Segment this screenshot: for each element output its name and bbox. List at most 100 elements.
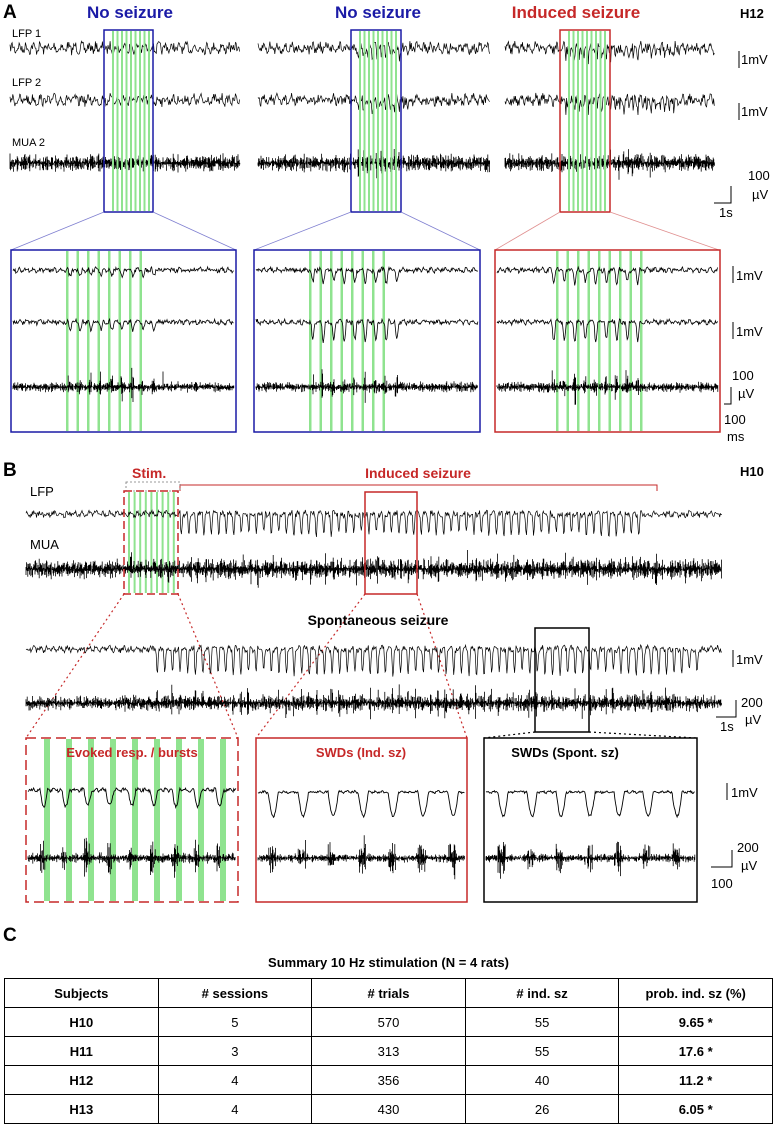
connector	[10, 211, 105, 251]
stim-band	[97, 251, 100, 431]
stim-band	[586, 31, 588, 211]
scale-uv-value-az: 100	[732, 368, 754, 383]
stim-band	[568, 31, 570, 211]
table-row: H13 4 430 26 6.05 *	[4, 1094, 773, 1124]
stim-band	[590, 31, 593, 211]
zoom-panel-b3	[483, 737, 698, 903]
lfp1-trace	[9, 40, 240, 56]
scale-uv-value-a: 100	[748, 168, 770, 183]
stim-band	[154, 739, 160, 901]
trials-cell: 430	[311, 1094, 466, 1124]
stim-band	[118, 251, 121, 431]
scale-mv-az2: 1mV	[736, 324, 763, 339]
stim-band	[372, 31, 375, 211]
sessions-cell: 4	[157, 1065, 313, 1095]
stim-band	[116, 31, 119, 211]
lfp1-zoom-trace	[255, 265, 479, 285]
panel-c-label: C	[3, 925, 17, 946]
lfp2-zoom-trace	[12, 317, 234, 333]
stim-band	[112, 31, 114, 211]
stim-band	[598, 251, 601, 431]
subject-label-a: H12	[740, 6, 764, 21]
lfp1-zoom-trace	[496, 265, 718, 286]
scale-bar-time	[714, 186, 732, 204]
scale-time-b: 1s	[720, 719, 734, 734]
connector	[152, 211, 237, 251]
zoom-title-b3: SWDs (Spont. sz)	[511, 745, 619, 760]
stim-band	[198, 739, 204, 901]
panel-a-traces	[9, 40, 715, 180]
stim-box	[123, 490, 179, 595]
panel-b-label: B	[3, 460, 17, 481]
zoom-panel-a1	[10, 249, 237, 433]
mua2-trace	[504, 149, 715, 180]
stim-bands-b	[128, 492, 175, 593]
stim-band	[139, 31, 141, 211]
spont-swd-mua-trace	[485, 841, 696, 879]
connector	[25, 593, 125, 739]
mua2-trace	[9, 153, 241, 173]
stim-band	[566, 251, 569, 431]
lfp2-zoom-trace	[496, 317, 718, 343]
evoked-lfp-trace	[27, 786, 237, 810]
stim-band	[76, 251, 79, 431]
trials-cell: 356	[311, 1065, 466, 1095]
spont-mua-trace	[25, 684, 722, 720]
lfp1-zoom-trace	[12, 265, 234, 279]
stim-band	[381, 31, 384, 211]
mua-trace	[25, 550, 722, 588]
stim-band	[144, 492, 147, 593]
table-row: H12 4 356 40 11.2 *	[4, 1065, 773, 1095]
stim-band	[377, 31, 379, 211]
stim-band	[604, 31, 606, 211]
lfp2-zoom-trace	[255, 317, 479, 344]
stim-band	[395, 31, 397, 211]
connector	[588, 731, 698, 739]
scale-uv-unit-b: µV	[745, 712, 761, 727]
prob-cell: 6.05 *	[618, 1094, 773, 1124]
connector	[416, 593, 468, 739]
ind-sz-box	[364, 491, 418, 595]
stim-band	[351, 251, 354, 431]
stim-band	[309, 251, 312, 431]
stim-band	[172, 492, 175, 593]
subject-label-b: H10	[740, 464, 764, 479]
stim-band	[108, 251, 111, 431]
zoom-box-a1	[103, 29, 154, 213]
stim-bands-zoom-b	[44, 739, 226, 901]
scale-uv-unit-az: µV	[738, 386, 754, 401]
ind-swd-mua-trace	[257, 835, 465, 880]
stim-band	[599, 31, 602, 211]
zoom-title-b1: Evoked resp. / bursts	[66, 745, 198, 760]
connector	[483, 731, 536, 739]
col-header: Subjects	[4, 978, 159, 1008]
spont-swd-lfp-trace	[485, 789, 695, 819]
trace-label-lfp2: LFP 2	[12, 77, 41, 89]
subject-cell: H12	[4, 1065, 159, 1095]
induced-bracket	[179, 484, 658, 491]
col-header: # ind. sz	[464, 978, 620, 1008]
scale-bar-time	[716, 700, 737, 718]
stim-band	[139, 251, 142, 431]
stim-label: Stim.	[132, 465, 166, 481]
connector	[494, 211, 561, 251]
stim-band	[340, 251, 343, 431]
zoom-scale-time-b: 100	[711, 876, 733, 891]
ind-sz-cell: 40	[464, 1065, 620, 1095]
lfp2-trace	[9, 92, 240, 108]
scale-mv-az1: 1mV	[736, 268, 763, 283]
connector	[609, 211, 720, 251]
trace-label-lfp1: LFP 1	[12, 28, 41, 40]
stim-band	[587, 251, 590, 431]
col-header: # trials	[311, 978, 466, 1008]
stim-band	[132, 739, 138, 901]
zoom-panel-b1	[25, 737, 239, 903]
stim-band	[556, 251, 559, 431]
trace-label-mua: MUA	[30, 537, 59, 552]
stim-band	[128, 492, 130, 593]
stim-band	[87, 251, 90, 431]
stim-band	[220, 739, 226, 901]
connector	[400, 211, 481, 251]
stim-band	[330, 251, 333, 431]
ind-sz-cell: 55	[464, 1036, 620, 1066]
